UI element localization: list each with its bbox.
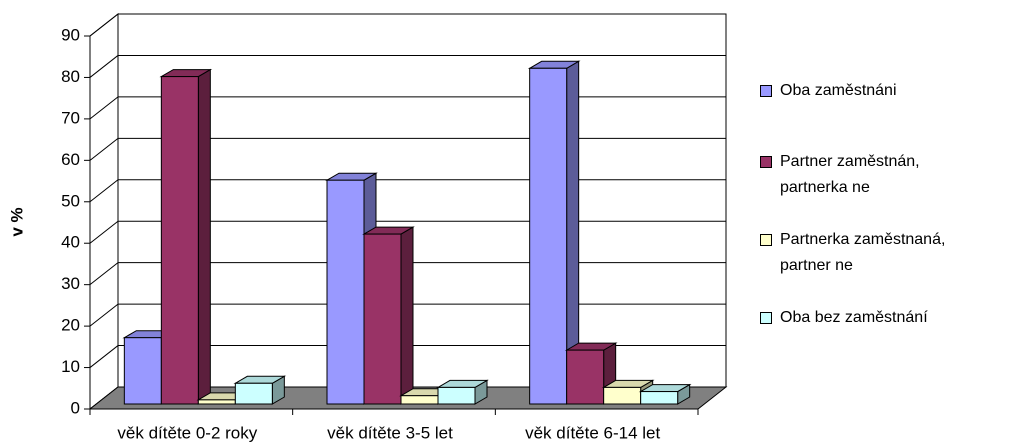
legend-label: Oba bez zaměstnání xyxy=(780,309,928,326)
y-tick-label: 40 xyxy=(61,233,80,252)
bar xyxy=(437,386,476,405)
legend-item: Oba bez zaměstnání xyxy=(760,305,980,331)
bar xyxy=(123,337,162,405)
grid-line-side xyxy=(89,55,119,78)
legend-swatch xyxy=(760,312,772,324)
bar xyxy=(197,399,236,405)
bar-side xyxy=(197,68,211,405)
side-wall xyxy=(89,12,119,411)
bar xyxy=(363,233,402,405)
legend-item: Partnerka zaměstnaná, partner ne xyxy=(760,227,980,279)
y-axis-label: v % xyxy=(7,207,26,236)
grid-line-side xyxy=(89,137,119,161)
bar xyxy=(566,349,605,405)
grid-line-side xyxy=(89,345,119,368)
bar xyxy=(603,386,642,405)
legend-item: Oba zaměstnáni xyxy=(760,78,980,104)
y-tick-label: 50 xyxy=(61,191,80,210)
y-tick-label: 10 xyxy=(61,357,80,376)
x-tick-label: věk dítěte 3-5 let xyxy=(327,423,453,442)
legend-swatch xyxy=(760,156,772,168)
y-tick-label: 0 xyxy=(71,398,80,417)
y-tick-label: 20 xyxy=(61,316,80,335)
bar-side xyxy=(400,226,414,405)
y-tick-label: 60 xyxy=(61,150,80,169)
grid-line-side xyxy=(89,220,119,244)
legend-label: Partner zaměstnán, partnerka ne xyxy=(780,153,920,196)
legend-swatch xyxy=(760,85,772,97)
bar xyxy=(400,395,439,405)
legend-item: Partner zaměstnán, partnerka ne xyxy=(760,149,980,201)
grid-line-side xyxy=(89,262,119,286)
y-tick-label: 90 xyxy=(61,25,80,44)
y-tick-label: 70 xyxy=(61,108,80,127)
y-tick-label: 80 xyxy=(61,67,80,86)
bar xyxy=(160,76,199,405)
bar xyxy=(529,67,568,405)
grid-line-side xyxy=(89,303,119,327)
legend-label: Oba zaměstnáni xyxy=(780,82,897,99)
legend: Oba zaměstnáni Partner zaměstnán, partner… xyxy=(760,78,980,331)
legend-label: Partnerka zaměstnaná, partner ne xyxy=(780,231,946,274)
y-tick-label: 30 xyxy=(61,274,80,293)
bar xyxy=(640,391,679,405)
x-tick-label: věk dítěte 0-2 roky xyxy=(117,423,257,442)
grid-line-side xyxy=(89,13,119,37)
bar xyxy=(234,382,273,405)
x-tick-label: věk dítěte 6-14 let xyxy=(525,423,660,442)
legend-swatch xyxy=(760,234,772,246)
grid-line-side xyxy=(89,179,119,203)
grid-line-side xyxy=(89,96,119,120)
bar xyxy=(326,179,365,405)
